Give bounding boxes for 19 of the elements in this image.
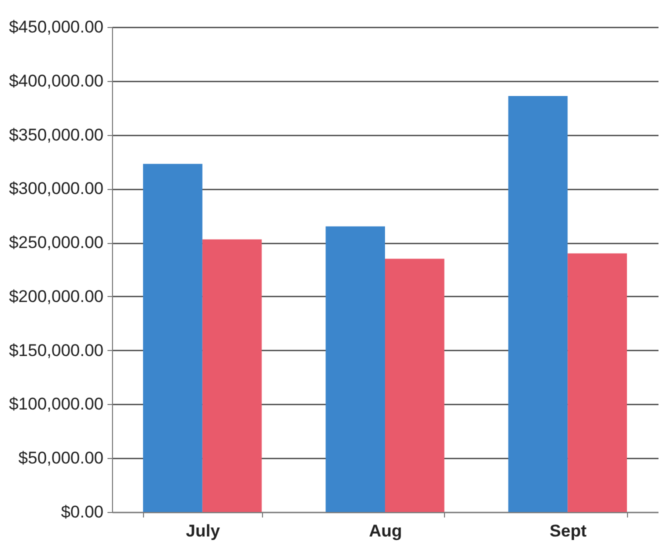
bar [508,96,568,512]
y-tick-label: $150,000.00 [8,340,104,360]
x-tick-label: Aug [368,522,402,540]
y-tick-label: $300,000.00 [8,179,104,198]
y-tick-label: $200,000.00 [8,286,104,306]
y-tick-label: $0.00 [60,502,104,522]
bar [385,258,444,512]
y-tick-label: $350,000.00 [8,125,104,144]
x-tick-label: July [186,522,220,540]
bar [326,226,385,512]
y-tick-label: $250,000.00 [8,233,104,252]
y-tick-label: $50,000.00 [18,448,104,468]
y-tick-label: $400,000.00 [8,71,104,90]
x-tick-label: Sept [550,522,587,540]
bar [143,164,202,512]
y-tick-label: $100,000.00 [8,394,104,414]
y-tick-label: $450,000.00 [8,18,104,36]
bar [202,239,262,512]
bar [568,253,627,512]
